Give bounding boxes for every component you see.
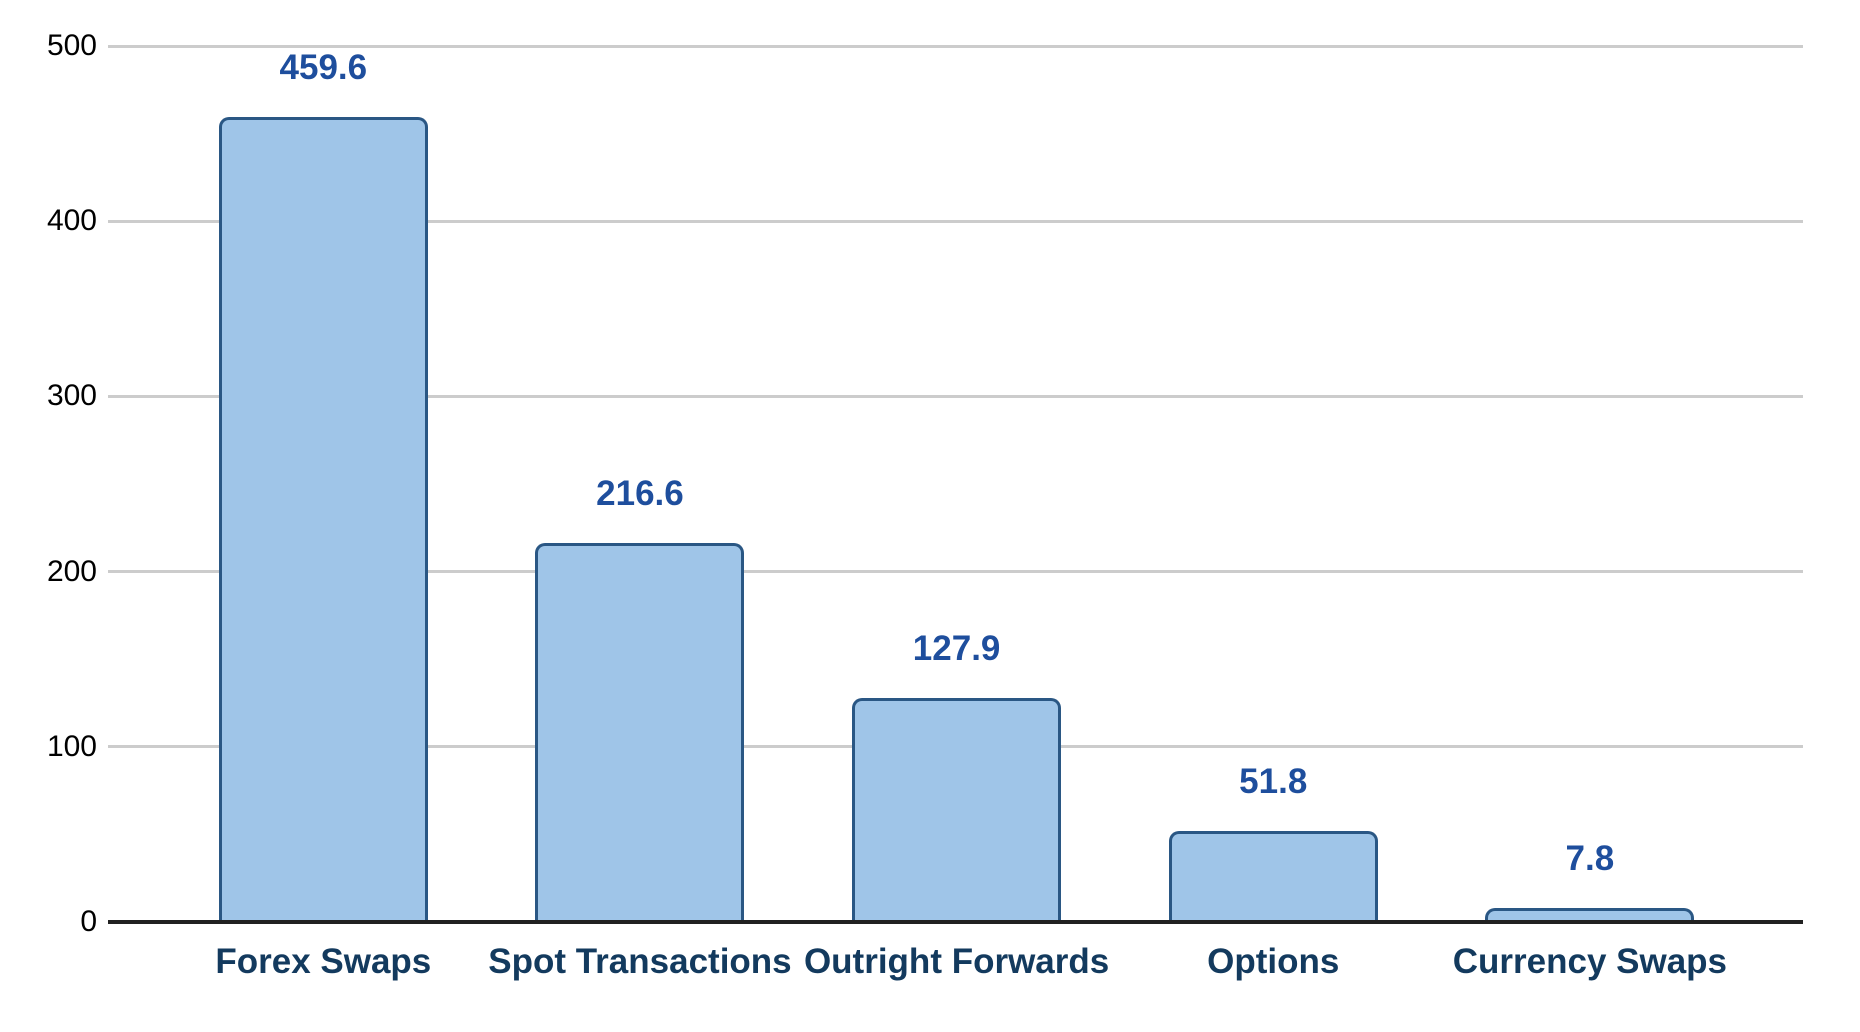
value-label-currency-swaps: 7.8 (1565, 839, 1615, 879)
value-label-forex-swaps: 459.6 (279, 47, 368, 87)
x-axis-line (108, 920, 1803, 924)
y-tick-label-200: 200 (46, 554, 97, 588)
category-label-outright-forwards: Outright Forwards (803, 942, 1110, 981)
bar-forex-swaps (218, 116, 428, 922)
y-tick-label-400: 400 (46, 204, 97, 238)
y-tick-label-100: 100 (46, 729, 97, 763)
bar-spot-transactions (535, 542, 745, 922)
y-tick-label-0: 0 (80, 905, 97, 938)
gridline-200 (108, 570, 1803, 574)
category-label-options: Options (1207, 942, 1340, 981)
y-tick-label-300: 300 (46, 379, 97, 413)
value-label-options: 51.8 (1239, 762, 1308, 802)
bar-currency-swaps (1485, 908, 1695, 922)
bar-outright-forwards (852, 697, 1062, 922)
category-label-currency-swaps: Currency Swaps (1452, 942, 1728, 981)
gridline-300 (108, 394, 1803, 398)
gridline-500 (108, 44, 1803, 48)
value-label-outright-forwards: 127.9 (912, 628, 1001, 668)
gridline-400 (108, 219, 1803, 223)
category-label-forex-swaps: Forex Swaps (215, 942, 432, 981)
category-label-spot-transactions: Spot Transactions (488, 942, 792, 981)
y-tick-label-500: 500 (46, 29, 97, 62)
value-label-spot-transactions: 216.6 (596, 473, 684, 513)
bar-options (1168, 831, 1378, 922)
